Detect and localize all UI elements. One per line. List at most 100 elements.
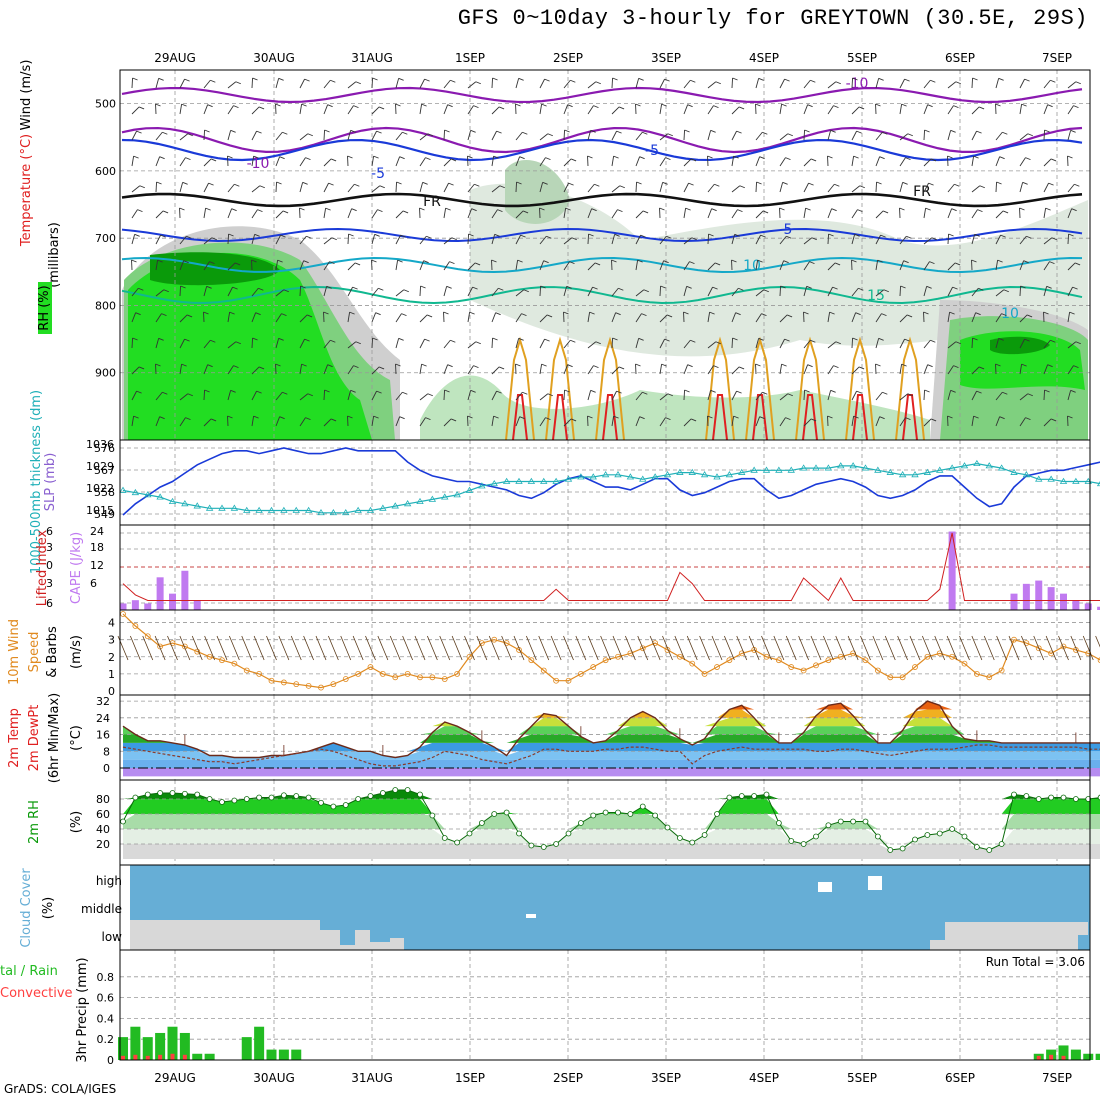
wind-barb	[275, 234, 281, 245]
precip-total-bar	[118, 1037, 128, 1060]
wind-barb	[131, 390, 137, 401]
wind-barb	[419, 235, 427, 245]
wind-barb-flag	[811, 237, 817, 241]
wind-barb-flag	[379, 185, 385, 189]
wind-barb-flag	[378, 287, 384, 291]
wind-barb-flag	[810, 79, 816, 83]
wind-barb-flag	[279, 156, 285, 160]
wind-barb-flag	[519, 156, 525, 160]
thickness-tick-label: 567	[94, 464, 115, 477]
precip-total-bar	[291, 1049, 302, 1060]
wind-barb	[995, 391, 1003, 401]
wind-barb-flag	[642, 391, 648, 395]
wind-barb	[707, 81, 717, 89]
wind-speed-marker	[825, 657, 832, 664]
wind-barb-flag	[372, 337, 378, 341]
wind-barb	[323, 237, 333, 245]
wind-barb	[923, 389, 926, 401]
surface-wind-barb	[488, 635, 500, 661]
wind-barb-flag	[136, 390, 142, 394]
wind-barb	[611, 416, 615, 427]
precip-convective-bar	[1036, 1055, 1041, 1060]
wind-tick-label: 1	[108, 668, 115, 681]
wind-barb	[347, 208, 353, 219]
surface-wind-barb	[352, 635, 364, 661]
isotherm-20	[595, 336, 625, 441]
wind-barb-flag	[973, 155, 979, 159]
wind-barb	[275, 416, 281, 427]
surface-wind-barb	[748, 635, 760, 661]
wind-barb-flag	[806, 285, 812, 289]
wind-barb-flag	[1071, 208, 1077, 212]
wind-barb	[251, 312, 257, 323]
wind-barb-flag	[138, 106, 145, 110]
rh-shading	[505, 160, 570, 224]
wind-barb-flag	[330, 418, 337, 422]
wind-barb-flag	[976, 130, 982, 134]
wind-barb-flag	[473, 365, 479, 369]
wind-barb	[731, 366, 740, 375]
wind-barb	[251, 337, 254, 349]
wind-barb-flag	[882, 131, 888, 135]
wind-barb-flag	[1000, 234, 1006, 238]
wind-barb	[299, 157, 306, 167]
precip-tick-label: 0.2	[97, 1033, 115, 1046]
wind-barb-flag	[256, 130, 262, 134]
wind-barb	[1019, 235, 1027, 245]
high-cloud-gap	[818, 882, 832, 892]
wind-barb	[947, 365, 954, 375]
precip-convective-bar	[158, 1054, 163, 1060]
wind-barb-flag	[355, 81, 361, 85]
wind-barb	[563, 208, 567, 219]
rh-marker	[1048, 794, 1055, 801]
wind-barb-flag	[833, 105, 839, 109]
wind-barb	[803, 364, 809, 375]
wind-barb-flag	[450, 79, 456, 83]
wind-barb-flag	[1069, 311, 1075, 315]
wind-barb-flag	[972, 77, 978, 81]
thickness-marker	[416, 497, 424, 504]
rh-band	[123, 844, 1100, 859]
wind-barb	[707, 341, 717, 349]
wind-barb-flag	[755, 363, 761, 367]
wind-barb-flag	[570, 339, 576, 343]
surface-wind-barb	[476, 635, 488, 661]
rh-shading	[128, 252, 372, 440]
surface-wind-barb	[823, 635, 834, 661]
wind-barb-flag	[138, 287, 144, 291]
rh-marker	[837, 818, 844, 825]
wind-barb	[947, 262, 956, 271]
rh-marker	[219, 799, 225, 805]
thickness-marker	[329, 508, 338, 516]
wind-barb	[299, 338, 305, 349]
thickness-marker	[837, 462, 845, 469]
wind-barb-flag	[709, 311, 715, 315]
rh-marker	[874, 833, 881, 840]
surface-wind-barb	[649, 635, 661, 661]
surface-wind-barb	[290, 635, 302, 661]
wind-barb	[1043, 208, 1047, 219]
wind-barb-flag	[859, 185, 865, 189]
wind-barb	[755, 131, 763, 141]
surface-wind-barb	[946, 635, 958, 661]
wind-barb-flag	[924, 129, 930, 133]
wind-barb-flag	[661, 363, 667, 367]
wind-barb	[1019, 285, 1022, 297]
wind-barb-flag	[614, 233, 620, 237]
wind-barb-flag	[707, 155, 713, 159]
wind-barb-flag	[494, 233, 500, 237]
wind-barb-flag	[879, 416, 885, 420]
wind-barb-flag	[275, 363, 281, 367]
rh-marker	[157, 790, 164, 796]
wind-barb	[419, 104, 423, 115]
date-label-bottom: 30AUG	[253, 1071, 295, 1085]
wind-barb	[779, 182, 784, 193]
wind-barb-flag	[204, 129, 210, 133]
wind-barb-flag	[278, 77, 284, 81]
wind-barb-flag	[1044, 389, 1050, 393]
temperature-band	[123, 734, 1100, 743]
wind-barb	[1043, 182, 1049, 193]
wind-barb	[803, 339, 811, 349]
wind-barb-flag	[665, 417, 671, 421]
wind-barb	[851, 156, 855, 167]
